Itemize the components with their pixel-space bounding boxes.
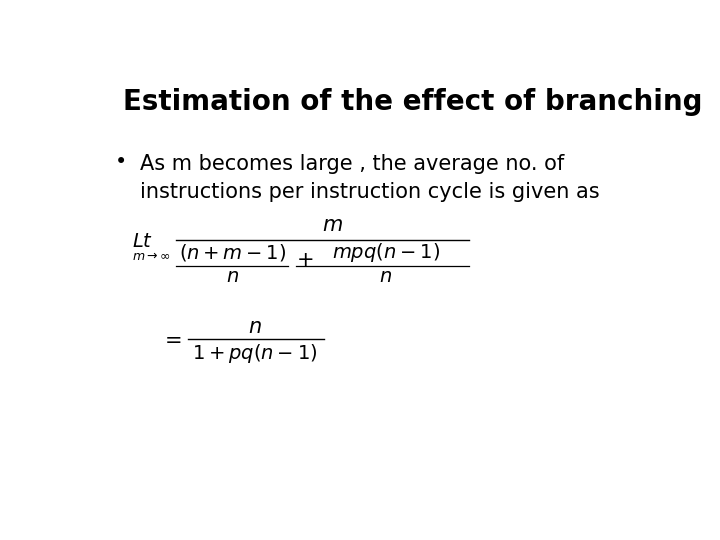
- Text: $\mathit{mpq(n-1)}$: $\mathit{mpq(n-1)}$: [332, 241, 440, 264]
- Text: $+$: $+$: [296, 250, 313, 270]
- Text: $=$: $=$: [160, 329, 181, 349]
- Text: Estimation of the effect of branching: Estimation of the effect of branching: [124, 87, 703, 116]
- Text: As m becomes large , the average no. of
instructions per instruction cycle is gi: As m becomes large , the average no. of …: [140, 154, 600, 202]
- Text: •: •: [114, 152, 127, 172]
- Text: $\mathit{n}$: $\mathit{n}$: [226, 267, 239, 286]
- Text: $\mathit{n}$: $\mathit{n}$: [379, 267, 392, 286]
- Text: $m{\rightarrow}\infty$: $m{\rightarrow}\infty$: [132, 249, 171, 262]
- Text: $1+\mathit{pq(n-1)}$: $1+\mathit{pq(n-1)}$: [192, 342, 318, 365]
- Text: $\mathit{n}$: $\mathit{n}$: [248, 317, 261, 337]
- Text: $\mathit{(n+m-1)}$: $\mathit{(n+m-1)}$: [179, 242, 286, 263]
- Text: $\mathit{m}$: $\mathit{m}$: [323, 215, 343, 235]
- Text: $\mathit{Lt}$: $\mathit{Lt}$: [132, 232, 153, 251]
